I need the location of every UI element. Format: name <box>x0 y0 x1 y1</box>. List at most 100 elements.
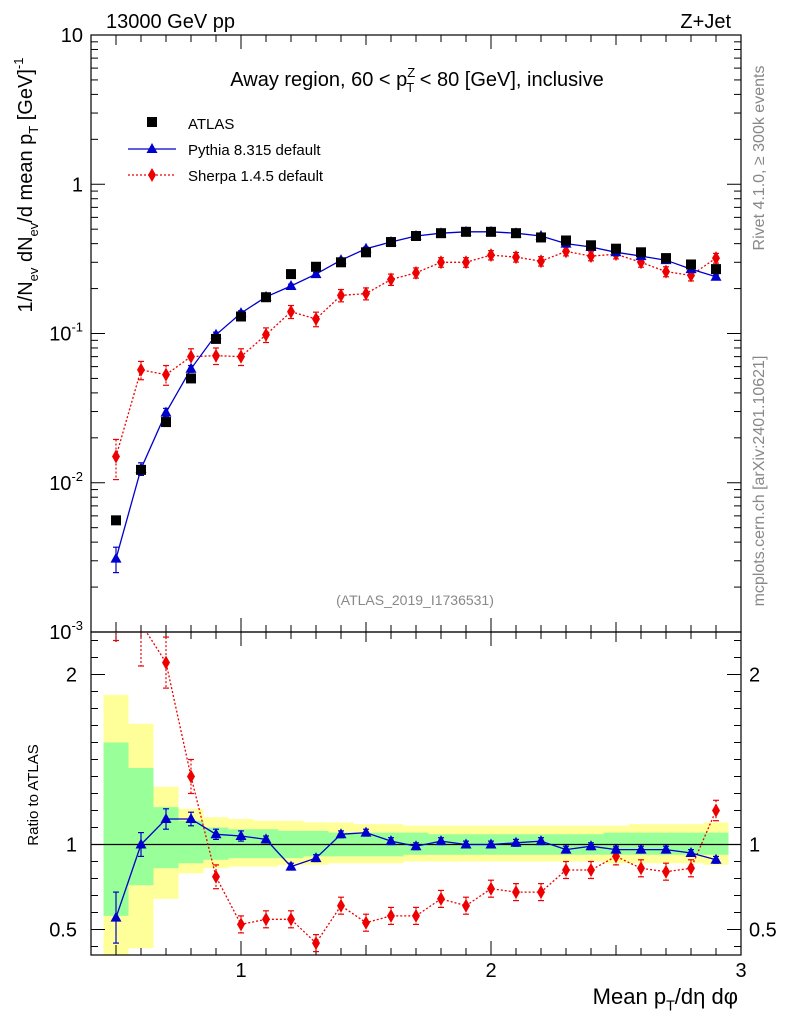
ratio-pythia-point <box>560 843 572 854</box>
ratio-y-tick-label: 0.5 <box>49 920 77 942</box>
ratio-pythia-series <box>110 808 722 944</box>
atlas-series <box>111 226 721 526</box>
atlas-point <box>486 226 496 237</box>
ratio-sherpa-point <box>187 769 195 784</box>
atlas-point <box>536 232 546 243</box>
ratio-sherpa-point <box>712 803 720 818</box>
ratio-y-tick-label: 2 <box>66 665 77 687</box>
ratio-pythia-point <box>685 847 697 857</box>
atlas-point <box>286 269 296 280</box>
ratio-pythia-point <box>335 828 347 839</box>
atlas-point <box>686 259 696 270</box>
ratio-pythia-point <box>135 838 147 849</box>
ratio-sherpa-point <box>537 885 545 900</box>
sherpa-series <box>112 244 720 481</box>
legend-sherpa-label: Sherpa 1.4.5 default <box>188 168 324 185</box>
ratio-pythia-point <box>385 835 397 846</box>
ratio-y-tick-label-right: 0.5 <box>749 920 777 942</box>
ratio-sherpa-point <box>462 898 470 913</box>
ratio-sherpa-point <box>512 885 520 900</box>
legend-pythia-marker <box>146 143 158 153</box>
sherpa-line <box>115 250 717 457</box>
sherpa-point <box>187 349 195 364</box>
sherpa-point <box>137 362 145 377</box>
atlas-point <box>136 464 146 475</box>
atlas-point <box>211 333 221 344</box>
y-tick-label: 10-1 <box>49 320 83 346</box>
ratio-sherpa-point <box>412 908 420 923</box>
ratio-pythia-point <box>410 840 422 851</box>
atlas-point <box>311 261 321 272</box>
atlas-point <box>336 257 346 268</box>
atlas-point <box>461 226 471 237</box>
ratio-pythia-point <box>710 853 722 864</box>
ratio-series <box>110 632 722 953</box>
main-y-axis-label: 1/Nev​ dNev​/d mean pT​ [GeV]-1 <box>11 58 41 313</box>
ratio-sherpa-series <box>113 632 720 953</box>
ratio-y-tick-label: 1 <box>66 835 77 857</box>
pythia-point <box>160 406 172 417</box>
sherpa-point <box>337 288 345 303</box>
x-tick-label: 2 <box>485 960 496 982</box>
y-tick-label: 10-2 <box>49 469 83 495</box>
atlas-point <box>511 228 521 239</box>
sherpa-point <box>537 254 545 269</box>
ratio-sherpa-point <box>637 861 645 876</box>
legend-atlas-marker <box>147 117 157 127</box>
atlas-point <box>561 235 571 246</box>
atlas-point <box>161 417 171 428</box>
atlas-point <box>261 292 271 303</box>
analysis-id: (ATLAS_2019_I1736531) <box>336 592 494 608</box>
ratio-sherpa-line <box>145 632 717 945</box>
pythia-point <box>185 362 197 373</box>
legend-atlas-label: ATLAS <box>188 116 234 133</box>
sherpa-point <box>212 348 220 363</box>
ratio-sherpa-point <box>587 863 595 877</box>
ratio-pythia-point <box>310 852 322 863</box>
atlas-point <box>111 515 121 526</box>
ratio-sherpa-point <box>687 861 695 876</box>
pythia-point <box>285 280 297 291</box>
pythia-point <box>310 268 322 279</box>
y-tick-label: 10 <box>61 25 83 47</box>
ratio-pythia-point <box>535 835 547 846</box>
ratio-pythia-point <box>510 836 522 847</box>
main-plot: 10-3 10-2 10-1 1 10 <box>49 25 742 644</box>
x-tick-label: 1 <box>235 960 246 982</box>
atlas-point <box>236 311 246 322</box>
ratio-sherpa-point <box>437 891 445 906</box>
atlas-point <box>186 373 196 384</box>
atlas-point <box>361 247 371 258</box>
plot-title: Away region, 60 < pZT​ < 80 [GeV], inclu… <box>230 65 603 95</box>
ratio-y-axis-label: Ratio to ATLAS <box>25 744 42 845</box>
sherpa-point <box>162 367 170 382</box>
ratio-y-tick-label-right: 1 <box>749 835 760 857</box>
atlas-point <box>636 247 646 258</box>
ratio-sherpa-point <box>387 908 395 923</box>
ratio-band-outer <box>103 694 729 955</box>
sherpa-point <box>512 250 520 265</box>
mcplots-label: mcplots.cern.ch [arXiv:2401.10621] <box>751 356 768 607</box>
sherpa-point <box>387 272 395 287</box>
ratio-pythia-point <box>460 838 472 849</box>
ratio-pythia-point <box>110 911 122 922</box>
sherpa-point <box>587 249 595 264</box>
ratio-plot: 1 2 30.5 0.51 12 2 <box>49 35 777 982</box>
ratio-sherpa-point <box>287 912 295 927</box>
sherpa-point <box>112 449 120 464</box>
ratio-y-tick-label-right: 2 <box>749 665 760 687</box>
ratio-sherpa-point <box>562 863 570 877</box>
pythia-point <box>110 552 122 563</box>
atlas-point <box>661 253 671 264</box>
x-ticks: 1 2 3 <box>90 35 747 982</box>
atlas-point <box>611 243 621 254</box>
pythia-line <box>115 231 717 559</box>
ratio-sherpa-point <box>312 936 320 951</box>
sherpa-point <box>287 304 295 319</box>
legend: ATLAS Pythia 8.315 default Sherpa 1.4.5 … <box>128 116 324 185</box>
ratio-pythia-point <box>185 813 197 823</box>
sherpa-point <box>437 255 445 270</box>
x-tick-label: 3 <box>735 960 746 982</box>
ratio-sherpa-point <box>662 864 670 879</box>
